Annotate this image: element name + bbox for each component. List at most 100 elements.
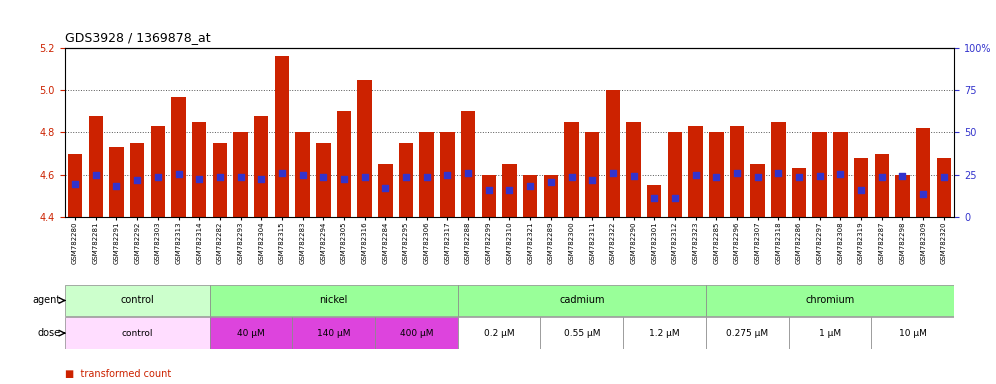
Bar <box>872 318 954 349</box>
Bar <box>358 80 372 217</box>
Bar <box>440 132 454 217</box>
Bar <box>706 318 789 349</box>
Point <box>170 170 186 177</box>
Point <box>915 191 931 197</box>
Bar <box>709 132 723 217</box>
Bar <box>854 158 869 217</box>
Point <box>253 176 269 182</box>
Point <box>149 174 165 180</box>
Bar <box>706 285 954 316</box>
Bar <box>65 318 209 349</box>
Bar <box>419 132 434 217</box>
Text: dose: dose <box>38 328 61 338</box>
Text: 10 μM: 10 μM <box>898 329 926 338</box>
Bar <box>895 175 909 217</box>
Point <box>481 187 497 193</box>
Point <box>708 174 724 180</box>
Point <box>439 172 455 178</box>
Point <box>295 172 311 178</box>
Point <box>88 172 104 178</box>
Point <box>687 172 703 178</box>
Bar <box>565 122 579 217</box>
Point <box>377 185 393 192</box>
Point <box>502 187 518 193</box>
Text: 140 μM: 140 μM <box>317 329 351 338</box>
Bar <box>458 285 706 316</box>
Point <box>543 179 559 185</box>
Bar <box>916 128 930 217</box>
Bar <box>936 158 951 217</box>
Point <box>936 174 952 180</box>
Point <box>357 174 373 180</box>
Point <box>129 177 145 183</box>
Bar <box>750 164 765 217</box>
Point <box>336 176 352 182</box>
Text: 40 μM: 40 μM <box>237 329 265 338</box>
Bar <box>792 169 807 217</box>
Bar <box>688 126 703 217</box>
Text: nickel: nickel <box>320 295 348 306</box>
Point <box>854 187 870 193</box>
Point <box>833 170 849 177</box>
Point <box>522 183 538 189</box>
Point <box>316 174 332 180</box>
Bar <box>813 132 827 217</box>
Point <box>873 174 889 180</box>
Point <box>398 174 414 180</box>
Bar <box>275 56 289 217</box>
Text: control: control <box>122 329 152 338</box>
Bar <box>378 164 392 217</box>
Bar <box>89 116 103 217</box>
Text: 0.275 μM: 0.275 μM <box>726 329 768 338</box>
Point <box>812 173 828 179</box>
Text: GDS3928 / 1369878_at: GDS3928 / 1369878_at <box>65 31 210 44</box>
Bar <box>834 132 848 217</box>
Bar <box>461 111 475 217</box>
Text: chromium: chromium <box>806 295 855 306</box>
Point <box>625 173 641 179</box>
Point <box>109 183 124 189</box>
Bar <box>585 132 600 217</box>
Point <box>750 174 766 180</box>
Text: ■  transformed count: ■ transformed count <box>65 369 171 379</box>
Bar <box>296 132 310 217</box>
Point <box>460 170 476 176</box>
Bar <box>254 116 269 217</box>
Bar <box>209 285 458 316</box>
Bar <box>292 318 375 349</box>
Bar <box>171 97 185 217</box>
Text: 0.55 μM: 0.55 μM <box>564 329 601 338</box>
Text: 1.2 μM: 1.2 μM <box>649 329 680 338</box>
Bar <box>150 126 165 217</box>
Bar <box>375 318 458 349</box>
Point <box>894 173 910 179</box>
Bar <box>209 318 292 349</box>
Bar <box>337 111 352 217</box>
Bar <box>481 175 496 217</box>
Bar <box>789 318 872 349</box>
Bar <box>541 318 623 349</box>
Point <box>67 181 83 187</box>
Bar <box>129 143 144 217</box>
Text: control: control <box>121 295 154 306</box>
Point <box>233 174 249 180</box>
Bar <box>110 147 124 217</box>
Point <box>791 174 807 180</box>
Bar <box>771 122 786 217</box>
Bar <box>192 122 206 217</box>
Bar <box>544 175 558 217</box>
Bar <box>233 132 248 217</box>
Bar <box>606 90 621 217</box>
Bar <box>730 126 744 217</box>
Bar <box>626 122 640 217</box>
Bar <box>316 143 331 217</box>
Text: agent: agent <box>32 295 61 306</box>
Bar <box>874 154 889 217</box>
Point <box>191 176 207 182</box>
Bar <box>68 154 83 217</box>
Bar <box>523 175 538 217</box>
Point <box>585 177 601 183</box>
Bar <box>667 132 682 217</box>
Bar <box>65 285 209 316</box>
Text: 400 μM: 400 μM <box>399 329 433 338</box>
